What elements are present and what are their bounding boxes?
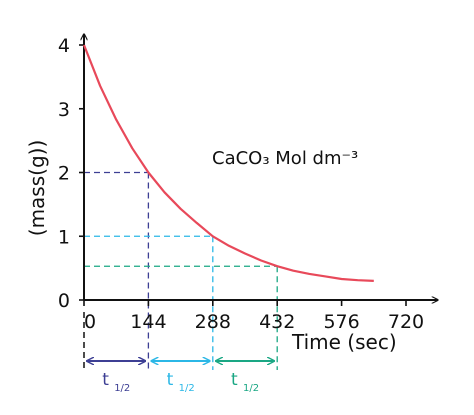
- x-tick-label-288: 288: [195, 311, 231, 333]
- chart-annotation: CaCO₃ Mol dm⁻³: [212, 148, 358, 169]
- half-life-sub-1: 1/2: [114, 383, 130, 394]
- half-life-sub-3: 1/2: [243, 383, 259, 394]
- x-tick-label-432: 432: [259, 311, 295, 333]
- y-tick-label-3: 3: [58, 99, 70, 121]
- x-tick-label-720: 720: [388, 311, 424, 333]
- axes: [84, 34, 438, 300]
- y-tick-label-0: 0: [58, 290, 70, 312]
- decay-curve: [82, 44, 374, 282]
- x-axis-title: Time (sec): [291, 330, 397, 354]
- half-life-label-2: t: [167, 370, 174, 390]
- half-life-guides: [83, 171, 278, 370]
- half-life-sub-2: 1/2: [179, 383, 195, 394]
- ticks: 0 1 2 3 4 0 144 288 432 576 720: [58, 35, 424, 333]
- y-axis-title: (mass(g)): [25, 140, 49, 236]
- half-life-label-3: t: [231, 370, 238, 390]
- x-tick-label-576: 576: [323, 311, 359, 333]
- y-tick-label-4: 4: [58, 35, 70, 57]
- half-life-intervals: t 1/2 t 1/2 t 1/2: [87, 361, 274, 394]
- x-tick-label-144: 144: [130, 311, 166, 333]
- x-tick-label-0: 0: [84, 311, 96, 333]
- plot-area: [82, 44, 374, 282]
- half-life-label-1: t: [102, 370, 109, 390]
- y-tick-label-2: 2: [58, 163, 70, 185]
- y-tick-label-1: 1: [58, 226, 70, 248]
